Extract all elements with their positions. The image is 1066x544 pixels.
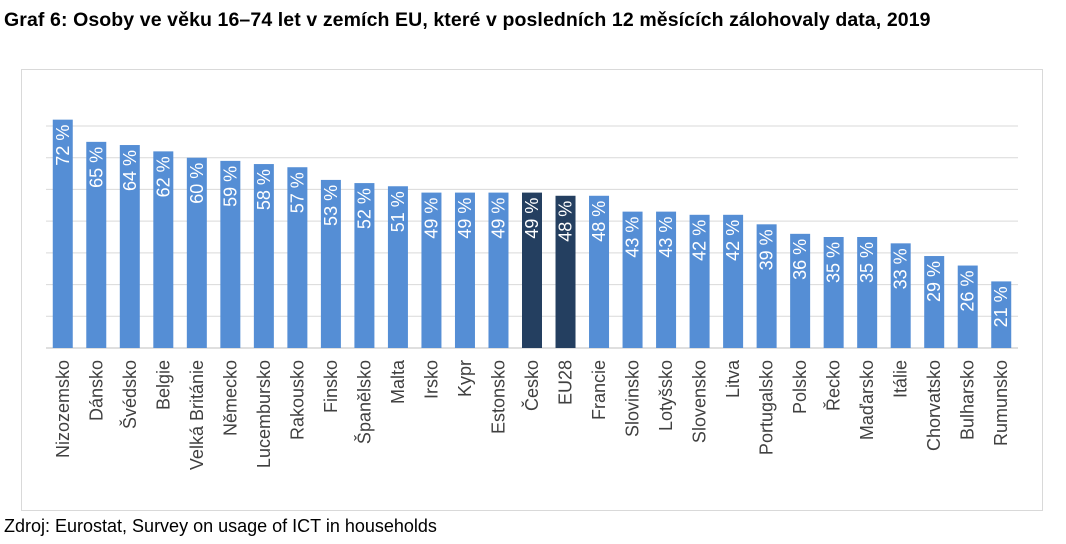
category-label: Polsko <box>790 360 810 414</box>
category-label: Nizozemsko <box>53 360 73 458</box>
category-label: Lucembursko <box>254 360 274 468</box>
bar <box>622 211 643 348</box>
bar <box>589 195 610 348</box>
category-label: Rakousko <box>287 360 307 440</box>
bar <box>957 265 978 348</box>
category-label: Řecko <box>824 360 844 411</box>
data-label: 72 % <box>53 125 73 166</box>
data-label: 42 % <box>723 220 743 261</box>
bar <box>354 183 375 348</box>
category-label: Portugalsko <box>757 360 777 455</box>
data-label: 49 % <box>455 198 475 239</box>
data-label: 59 % <box>220 166 240 207</box>
category-label: Lotyšsko <box>656 360 676 431</box>
category-label: Finsko <box>321 360 341 413</box>
data-label: 43 % <box>623 217 643 258</box>
chart-title: Graf 6: Osoby ve věku 16–74 let v zemích… <box>4 9 931 31</box>
bar <box>555 195 576 348</box>
bar <box>119 145 140 348</box>
category-label: Velká Británie <box>187 360 207 470</box>
category-label: Malta <box>388 359 408 404</box>
category-label: Slovinsko <box>623 360 643 437</box>
bar <box>890 243 911 348</box>
data-label: 57 % <box>287 172 307 213</box>
data-label: 29 % <box>924 261 944 302</box>
bar <box>320 179 341 348</box>
category-label: Dánsko <box>86 360 106 421</box>
category-label: Česko <box>521 360 542 411</box>
bar <box>790 233 811 348</box>
category-label: Irsko <box>421 360 441 399</box>
category-label: Německo <box>220 360 240 436</box>
data-label: 26 % <box>958 271 978 312</box>
data-labels: 72 % 65 % 64 % 62 % 60 % 59 % 58 % 57 % 53 % 52 %… <box>53 125 1011 328</box>
data-label: 62 % <box>153 156 173 197</box>
data-label: 65 % <box>86 147 106 188</box>
bar <box>488 192 509 348</box>
bar <box>153 151 174 348</box>
data-label: 48 % <box>556 201 576 242</box>
bar <box>421 192 442 348</box>
category-label: Španělsko <box>353 360 374 444</box>
data-label: 52 % <box>354 188 374 229</box>
category-label: EU28 <box>556 360 576 405</box>
data-label: 42 % <box>690 220 710 261</box>
data-label: 49 % <box>488 198 508 239</box>
bar <box>86 141 107 348</box>
data-label: 36 % <box>790 239 810 280</box>
category-label: Kypr <box>455 360 475 397</box>
bar <box>924 256 945 348</box>
bar <box>756 224 777 348</box>
category-label: Bulharsko <box>958 360 978 440</box>
category-labels: Nizozemsko Dánsko Švédsko Belgie Velká Britá… <box>53 359 1011 470</box>
data-label: 33 % <box>891 248 911 289</box>
category-label: Francie <box>589 360 609 420</box>
data-label: 48 % <box>589 201 609 242</box>
bar <box>723 214 744 348</box>
data-label: 51 % <box>388 191 408 232</box>
data-label: 35 % <box>824 242 844 283</box>
category-label: Itálie <box>891 360 911 398</box>
data-label: 53 % <box>321 185 341 226</box>
bars <box>52 119 1012 349</box>
data-label: 64 % <box>120 150 140 191</box>
data-label: 49 % <box>421 198 441 239</box>
bar <box>387 186 408 348</box>
bar <box>186 157 207 348</box>
data-label: 60 % <box>187 163 207 204</box>
data-label: 39 % <box>757 229 777 270</box>
bar <box>656 211 677 348</box>
bar <box>52 119 73 349</box>
bar <box>454 192 475 348</box>
data-label: 35 % <box>857 242 877 283</box>
category-label: Estonsko <box>488 360 508 434</box>
source-note: Zdroj: Eurostat, Survey on usage of ICT … <box>4 516 437 536</box>
bar <box>522 192 542 348</box>
bar <box>991 281 1012 348</box>
category-label: Chorvatsko <box>924 360 944 451</box>
category-label: Slovensko <box>690 360 710 443</box>
bar <box>287 167 308 348</box>
data-label: 58 % <box>254 169 274 210</box>
bar <box>823 237 844 348</box>
data-label: 49 % <box>522 198 542 239</box>
bar <box>857 237 878 348</box>
chart-frame <box>21 69 1043 511</box>
data-label: 43 % <box>656 217 676 258</box>
category-label: Rumunsko <box>991 360 1011 446</box>
category-label: Litva <box>723 359 743 398</box>
data-label: 21 % <box>991 286 1011 327</box>
bar <box>689 214 710 348</box>
category-label: Maďarsko <box>857 360 877 440</box>
bar <box>220 160 241 348</box>
category-label: Belgie <box>153 360 173 410</box>
bar <box>253 164 274 348</box>
category-label: Švédsko <box>119 360 140 429</box>
